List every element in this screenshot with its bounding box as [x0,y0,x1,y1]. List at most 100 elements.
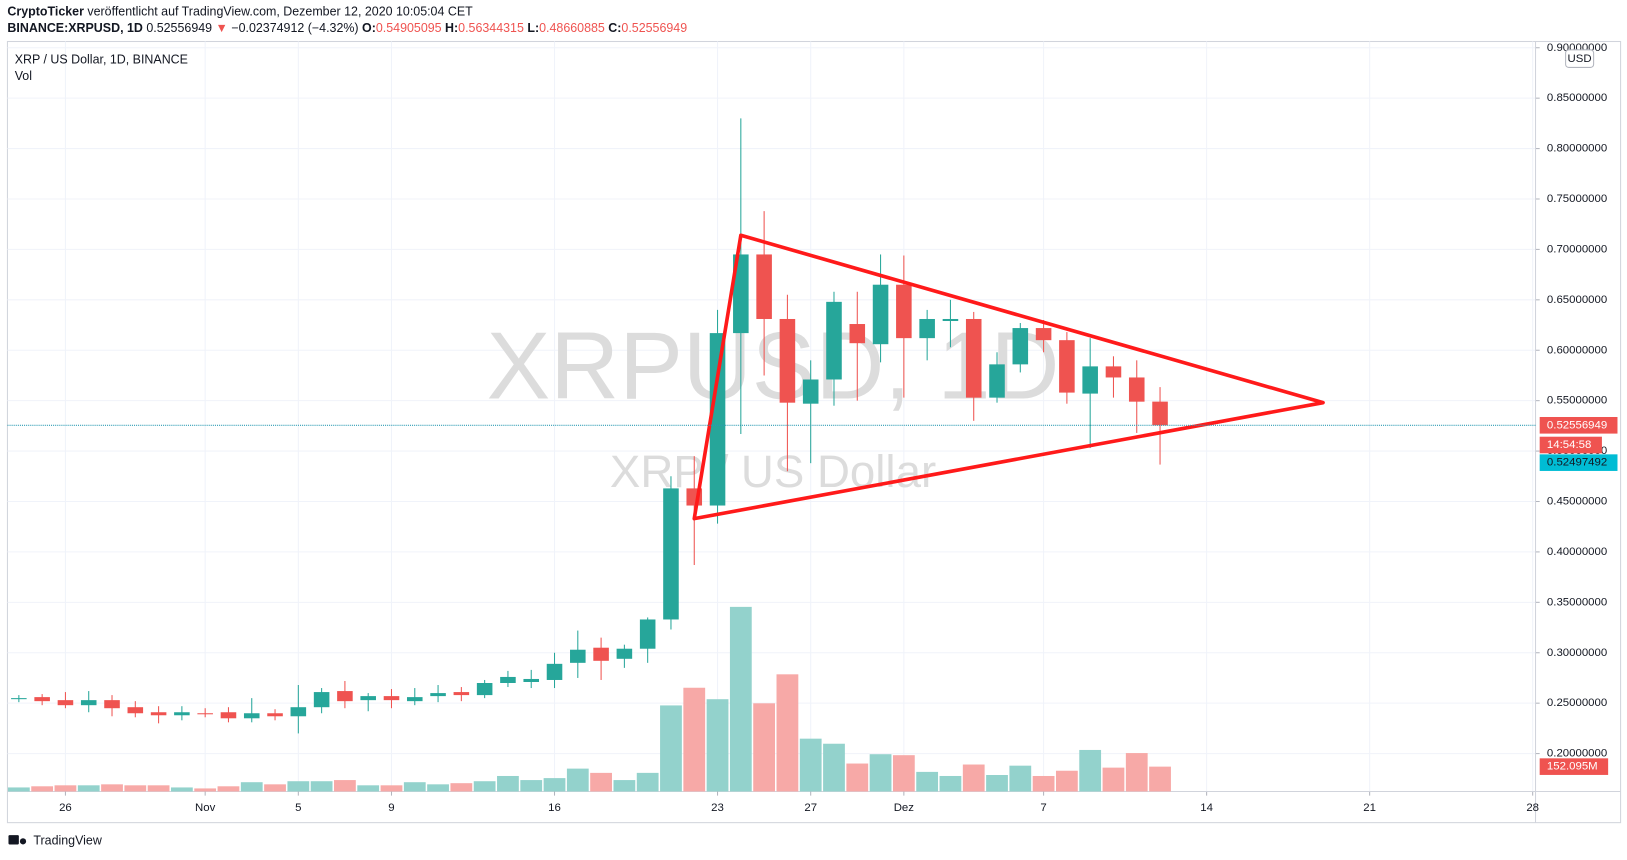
candle-body [57,700,74,706]
high: 0.56344315 [458,21,524,35]
volume-bar [823,743,845,792]
volume-bar [1055,770,1078,792]
volume-bar [1125,753,1148,792]
y-tick-label: 0.80000000 [1547,143,1607,155]
y-tick-label: 0.40000000 [1547,546,1607,558]
ohlc-label: O: [362,21,376,35]
x-tick-label: 28 [1526,802,1539,814]
x-tick-label: 16 [548,802,561,814]
volume-bar [7,787,30,792]
candle-body [733,254,749,334]
x-tick-label: 26 [59,802,72,814]
volume-bar [660,705,682,792]
candle-body [709,333,726,506]
volume-bar [240,782,263,792]
candle-body [639,619,656,649]
y-tick-label: 0.35000000 [1547,596,1607,608]
tradingview-logo [8,835,27,845]
watermark-symbol: XRPUSD, 1D [487,314,1060,420]
time-axis: 26 Nov 5 9 16 23 27 Dez 7 14 21 28 [59,791,1539,814]
volume-bar [869,754,892,792]
volume-bar [729,606,752,792]
ohlc-label: H: [445,21,458,35]
open: 0.54905095 [376,21,442,35]
candle-body [849,324,866,344]
candle-body [104,700,120,709]
y-tick-label: 0.85000000 [1547,92,1607,104]
candle-body [523,678,540,682]
volume-bar [939,775,962,792]
volume-bar [799,738,822,792]
x-tick-label: 23 [711,802,724,814]
volume-bar [753,703,776,792]
symbol-line: BINANCE:XRPUSD, 1D 0.52556949 ▼ −0.02374… [7,21,687,35]
candle-body [779,318,796,403]
currency-button[interactable] [1565,49,1595,68]
candle-body [197,713,213,715]
volume-bar [170,787,193,792]
candle-body [826,301,842,380]
volume-bar [543,778,566,792]
volume-bar [566,768,589,792]
volume-bar [450,783,473,792]
volume-bar [636,772,659,792]
change: −0.02374912 (−4.32%) [231,21,358,35]
volume-bar [1079,749,1102,792]
volume-bar [380,785,403,792]
candle-body [872,284,889,345]
volume-bar [101,784,123,792]
candle-body [1128,377,1145,402]
y-tick-label: 0.45000000 [1547,496,1607,508]
price-axis: 0.20000000 0.25000000 0.30000000 0.35000000… [1535,42,1618,775]
candle-body [313,692,330,708]
chart-border [6,40,1622,824]
x-tick-label: 21 [1363,802,1376,814]
candle-body [150,712,167,716]
volume-bar [54,785,77,792]
ohlc-label: C: [608,21,621,35]
y-tick-label: 0.30000000 [1547,647,1607,659]
volume-bar [357,785,380,792]
candle-body [476,682,493,696]
candle-body [1105,366,1122,378]
volume-bar [124,785,147,792]
candle-body [989,364,1005,398]
candle-body [453,692,470,696]
volume-bar [916,771,939,792]
y-tick-label: 0.25000000 [1547,697,1607,709]
candle-body [942,318,959,322]
candle-body [174,712,190,716]
candle-body [11,698,27,700]
x-tick-label: Nov [195,802,216,814]
watermark-name: XRP / US Dollar [610,446,936,497]
x-tick-label: 9 [388,802,394,814]
volume-bar [77,785,100,792]
volume-bar [473,781,496,792]
symbol: BINANCE:XRPUSD, 1D [7,21,142,35]
second-price-box [1539,454,1618,471]
candle-body [290,707,307,717]
volume-bar [264,784,286,792]
candle-body [616,648,633,659]
candle-body [1082,366,1098,394]
published: veröffentlicht auf TradingView.com, Deze… [87,5,473,19]
volume-bar [1009,765,1032,792]
candle-body [546,663,563,680]
volume-label-box [1539,758,1609,775]
candle-body [383,696,400,701]
volume-bar [1032,775,1055,792]
candle-body [500,676,516,683]
volume-bar [613,780,636,792]
candle-body [802,379,819,404]
volume-bar [520,780,543,792]
candle-body [337,691,353,702]
countdown: 14:54:58 [1547,439,1591,451]
x-tick-label: 5 [295,802,301,814]
volume-bar [31,786,54,792]
ohlc-label: L: [527,21,539,35]
currency[interactable]: USD [1568,53,1592,65]
candle-body [1152,401,1168,426]
candle-body [593,647,609,661]
volume-bar [986,774,1008,792]
